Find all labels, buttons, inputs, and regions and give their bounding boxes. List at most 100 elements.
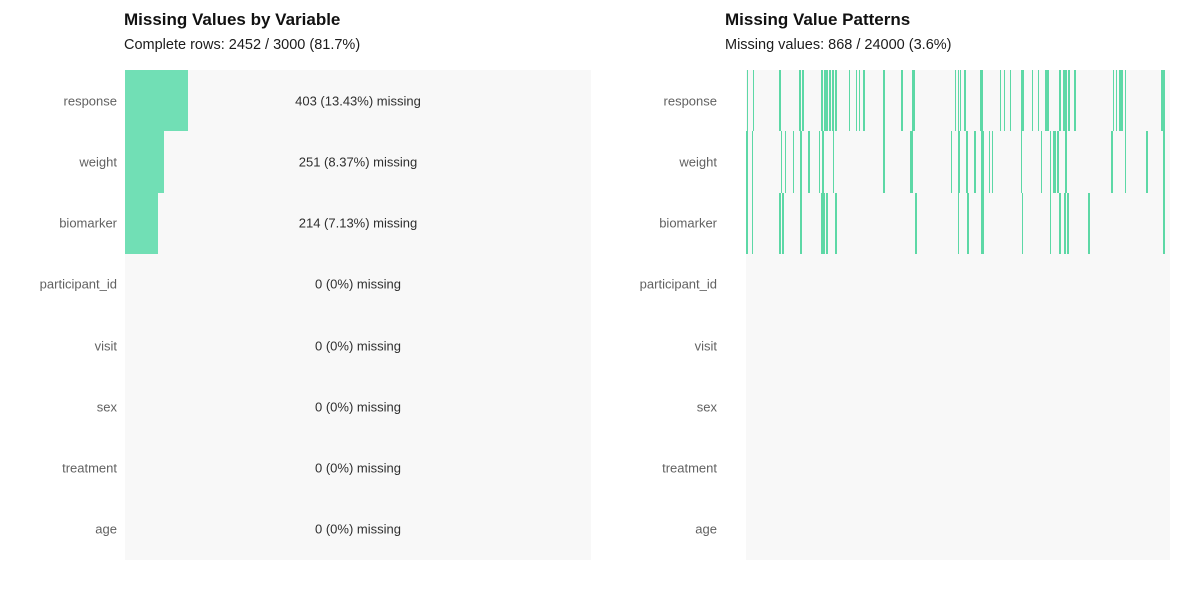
left-panel-subtitle: Complete rows: 2452 / 3000 (81.7%) xyxy=(124,37,361,53)
missing-tick-weight xyxy=(792,131,795,193)
missing-tick-biomarker xyxy=(1064,192,1066,254)
axis-label-participant_id: participant_id xyxy=(639,276,717,292)
missing-tick-weight xyxy=(1049,131,1052,193)
missing-tick-response xyxy=(832,70,834,132)
missing-tick-response xyxy=(855,70,858,132)
axis-label-weight: weight xyxy=(79,154,117,170)
missing-tick-weight xyxy=(974,131,976,193)
missing-tick-biomarker xyxy=(823,192,825,254)
missing-count-annotation-age: 0 (0%) missing xyxy=(315,521,401,537)
missing-tick-weight xyxy=(988,131,991,193)
missing-tick-response xyxy=(802,70,804,132)
missing-tick-weight xyxy=(832,131,835,193)
missing-count-annotation-weight: 251 (8.37%) missing xyxy=(298,154,418,170)
missing-count-annotation-participant_id: 0 (0%) missing xyxy=(315,276,401,292)
axis-label-treatment: treatment xyxy=(662,460,717,476)
missing-tick-biomarker xyxy=(800,192,802,254)
right-panel-subtitle: Missing values: 868 / 24000 (3.6%) xyxy=(725,37,952,53)
missing-tick-weight xyxy=(883,131,885,193)
axis-label-weight: weight xyxy=(679,154,717,170)
missing-tick-response xyxy=(1074,70,1076,132)
missing-tick-biomarker xyxy=(967,192,969,254)
missing-tick-biomarker xyxy=(957,192,960,254)
missing-tick-response xyxy=(980,70,984,132)
missing-tick-weight xyxy=(800,131,802,193)
missing-bar-weight xyxy=(125,131,164,193)
missing-tick-weight xyxy=(1111,131,1113,193)
missing-tick-weight xyxy=(1163,131,1165,193)
missing-tick-weight xyxy=(1052,131,1055,193)
missing-tick-response xyxy=(1045,70,1047,132)
missing-tick-weight xyxy=(784,131,787,193)
missing-tick-response xyxy=(1112,70,1115,132)
axis-label-age: age xyxy=(95,521,117,537)
missing-tick-biomarker xyxy=(835,192,837,254)
missing-tick-weight xyxy=(910,131,914,193)
axis-label-biomarker: biomarker xyxy=(659,215,717,231)
missing-tick-response xyxy=(1009,70,1012,132)
missing-tick-weight xyxy=(950,131,953,193)
missing-tick-biomarker xyxy=(1021,192,1024,254)
missing-tick-weight xyxy=(822,131,824,193)
missing-count-annotation-visit: 0 (0%) missing xyxy=(315,338,401,354)
missing-tick-weight xyxy=(1146,131,1148,193)
axis-label-sex: sex xyxy=(696,399,717,415)
missing-tick-weight xyxy=(751,131,754,193)
missing-tick-biomarker xyxy=(981,192,985,254)
missing-tick-weight xyxy=(991,131,994,193)
missing-tick-response xyxy=(1059,70,1061,132)
missing-tick-response xyxy=(1118,70,1121,132)
missing-count-annotation-response: 403 (13.43%) missing xyxy=(295,93,421,109)
missing-bar-response xyxy=(125,70,188,132)
missing-tick-response xyxy=(901,70,903,132)
missing-tick-response xyxy=(835,70,837,132)
missing-tick-weight xyxy=(1057,131,1059,193)
missing-tick-biomarker xyxy=(1059,192,1061,254)
missing-tick-response xyxy=(1037,70,1040,132)
axis-label-response: response xyxy=(63,93,117,109)
missing-tick-response xyxy=(1163,70,1165,132)
missing-tick-response xyxy=(957,70,960,132)
missing-tick-response xyxy=(858,70,861,132)
missing-tick-weight xyxy=(1020,131,1023,193)
missing-tick-response xyxy=(883,70,885,132)
missing-tick-biomarker xyxy=(782,192,784,254)
missing-tick-response xyxy=(1120,70,1124,132)
missing-tick-biomarker xyxy=(915,192,917,254)
missing-tick-biomarker xyxy=(1088,192,1090,254)
missing-tick-weight xyxy=(780,131,783,193)
axis-label-visit: visit xyxy=(94,338,117,354)
missing-tick-weight xyxy=(958,131,960,193)
missing-tick-biomarker xyxy=(751,192,754,254)
missing-count-annotation-sex: 0 (0%) missing xyxy=(315,399,401,415)
missing-tick-response xyxy=(1068,70,1070,132)
missing-tick-response xyxy=(752,70,755,132)
right-axis-labels: response weight biomarker participant_id vis… xyxy=(600,70,717,560)
missing-tick-response xyxy=(826,70,828,132)
missing-tick-biomarker xyxy=(779,192,781,254)
missing-tick-weight xyxy=(981,131,985,193)
missing-tick-response xyxy=(1161,70,1163,132)
missing-tick-response xyxy=(1124,70,1127,132)
missing-count-annotation-treatment: 0 (0%) missing xyxy=(315,460,401,476)
missing-tick-response xyxy=(999,70,1002,132)
missing-pattern-plot-area xyxy=(746,70,1170,560)
missing-tick-response xyxy=(1047,70,1049,132)
missing-tick-weight xyxy=(1124,131,1127,193)
missing-tick-response xyxy=(829,70,831,132)
missing-tick-response xyxy=(1003,70,1006,132)
missing-tick-response xyxy=(824,70,826,132)
axis-label-treatment: treatment xyxy=(62,460,117,476)
missing-tick-response xyxy=(1115,70,1118,132)
missing-tick-biomarker xyxy=(1163,192,1165,254)
missing-tick-response xyxy=(746,70,749,132)
axis-label-age: age xyxy=(695,521,717,537)
missing-tick-weight xyxy=(818,131,821,193)
missing-tick-response xyxy=(848,70,851,132)
missing-tick-response xyxy=(1063,70,1065,132)
missing-tick-response xyxy=(1020,70,1024,132)
missing-tick-weight xyxy=(1054,131,1056,193)
missing-tick-biomarker xyxy=(746,192,748,254)
axis-label-participant_id: participant_id xyxy=(39,276,117,292)
